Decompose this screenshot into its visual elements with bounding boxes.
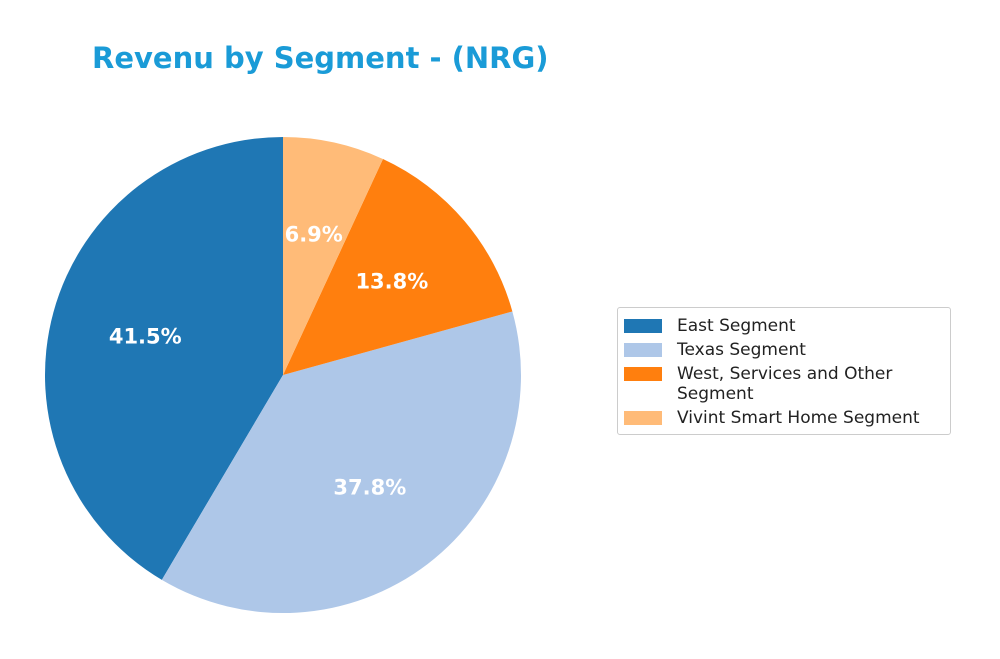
legend-item: West, Services and Other Segment bbox=[624, 364, 950, 404]
legend-item: Texas Segment bbox=[624, 340, 950, 360]
legend: East Segment Texas Segment West, Services … bbox=[617, 307, 951, 435]
legend-label: Vivint Smart Home Segment bbox=[677, 408, 920, 428]
slice-label: 41.5% bbox=[109, 324, 182, 348]
slice-label: 6.9% bbox=[285, 223, 343, 247]
pie-slice bbox=[44, 137, 283, 580]
legend-label: West, Services and Other Segment bbox=[677, 364, 893, 404]
legend-swatch bbox=[624, 343, 662, 357]
legend-swatch bbox=[624, 319, 662, 333]
legend-item: East Segment bbox=[624, 316, 950, 336]
legend-label: East Segment bbox=[677, 316, 796, 336]
legend-swatch bbox=[624, 411, 662, 425]
slice-label: 13.8% bbox=[355, 270, 428, 294]
slice-label: 37.8% bbox=[333, 475, 406, 499]
legend-swatch bbox=[624, 367, 662, 381]
pie-slice bbox=[161, 311, 522, 614]
legend-item: Vivint Smart Home Segment bbox=[624, 408, 950, 428]
chart-title: Revenu by Segment - (NRG) bbox=[92, 41, 549, 75]
pie-slice bbox=[283, 137, 383, 375]
legend-label: Texas Segment bbox=[677, 340, 806, 360]
pie-slice bbox=[283, 159, 513, 375]
